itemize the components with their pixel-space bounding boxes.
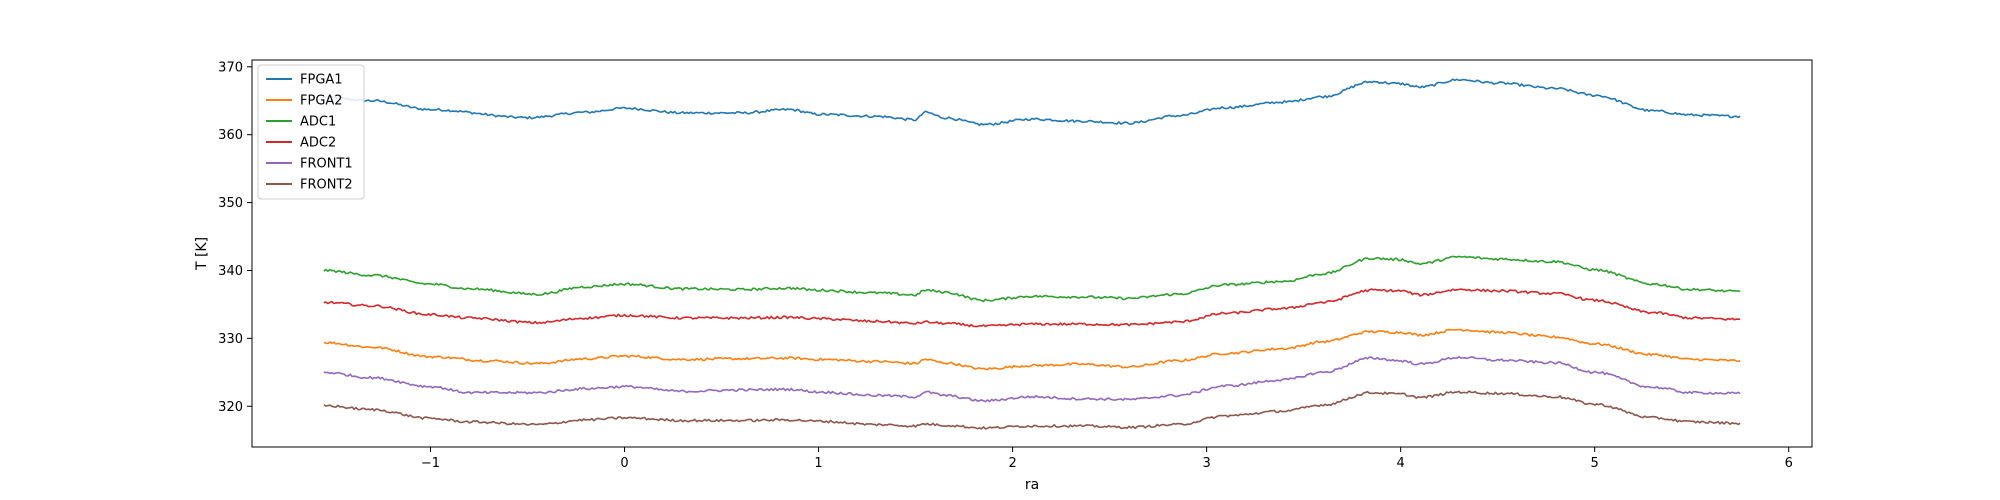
- series-line-front2: [323, 390, 1741, 430]
- y-tick-label: 350: [218, 196, 243, 211]
- x-tick-label: 5: [1591, 456, 1599, 471]
- legend: FPGA1 FPGA2 ADC1 ADC2 FRONT1 FRONT2: [257, 64, 365, 200]
- x-axis: −1 0 1 2 3 4 5 6: [421, 447, 1793, 471]
- legend-label-adc1: ADC1: [300, 115, 336, 130]
- legend-box: [257, 64, 365, 200]
- x-tick-label: 3: [1202, 456, 1210, 471]
- x-tick-label: 0: [620, 456, 628, 471]
- x-tick-label: −1: [421, 456, 440, 471]
- x-axis-label: ra: [1025, 477, 1039, 493]
- x-tick-label: 6: [1785, 456, 1793, 471]
- y-axis-label: T [K]: [194, 237, 210, 271]
- series-line-front1: [323, 355, 1741, 403]
- legend-label-front1: FRONT1: [300, 157, 353, 172]
- legend-label-front2: FRONT2: [300, 178, 353, 193]
- y-tick-label: 320: [218, 400, 243, 415]
- series-line-adc1: [323, 255, 1741, 303]
- y-tick-label: 370: [218, 60, 243, 75]
- series-line-adc2: [323, 288, 1741, 328]
- y-tick-label: 330: [218, 332, 243, 347]
- y-axis: 320 330 340 350 360 370: [218, 60, 252, 415]
- plot-frame: [251, 59, 1813, 448]
- y-tick-label: 360: [218, 128, 243, 143]
- series-line-fpga1: [323, 78, 1741, 126]
- legend-label-fpga1: FPGA1: [300, 73, 343, 88]
- series-line-fpga2: [323, 328, 1741, 371]
- plot-lines: [323, 78, 1741, 430]
- x-tick-label: 2: [1008, 456, 1016, 471]
- x-tick-label: 1: [814, 456, 822, 471]
- legend-label-fpga2: FPGA2: [300, 94, 343, 109]
- legend-label-adc2: ADC2: [300, 136, 336, 151]
- y-tick-label: 340: [218, 264, 243, 279]
- x-tick-label: 4: [1397, 456, 1405, 471]
